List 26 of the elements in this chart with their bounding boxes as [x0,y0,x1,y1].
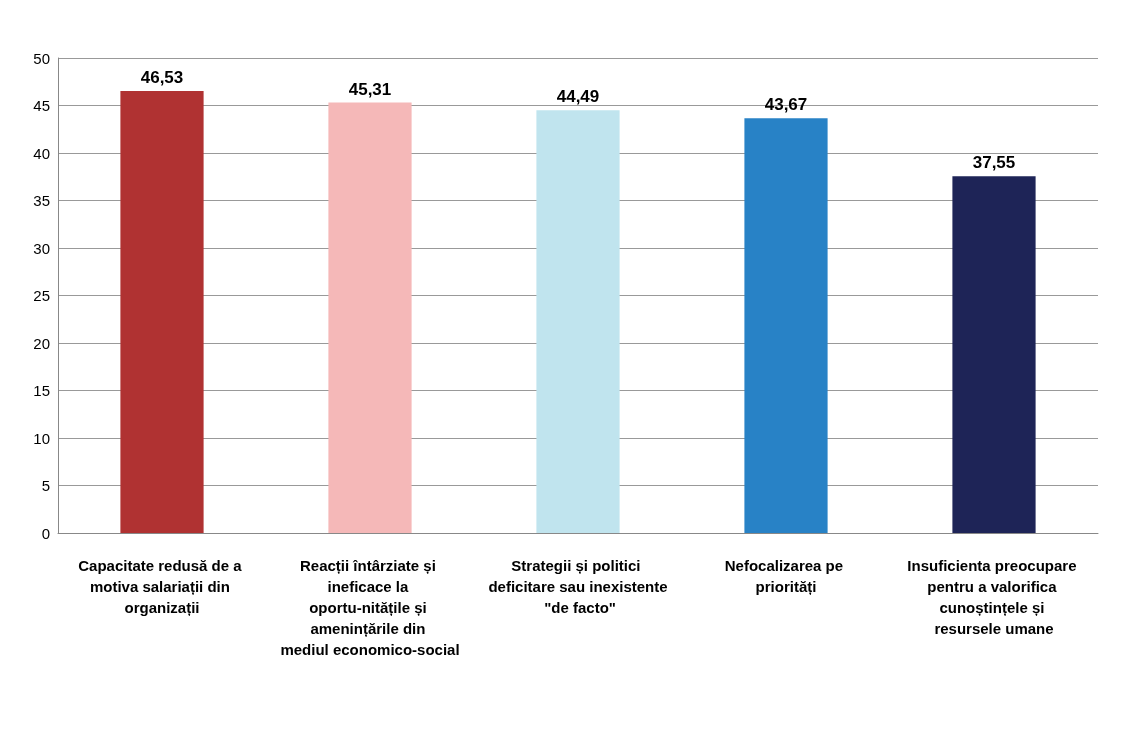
data-label: 46,53 [140,67,184,87]
bar [952,176,1036,533]
data-label: 44,49 [556,87,600,107]
y-tick-label: 30 [33,239,50,257]
y-tick-label: 20 [33,334,50,352]
data-label: 37,55 [972,153,1016,173]
y-tick-label: 40 [33,144,50,162]
data-label: 43,67 [764,95,808,115]
x-tick-label: Nefocalizarea pe priorități [724,557,848,595]
bar [328,102,412,533]
y-tick-label: 45 [33,97,50,114]
y-tick-label: 0 [41,524,50,542]
data-label: 45,31 [348,79,392,99]
y-tick-label: 15 [33,382,50,399]
y-tick-label: 50 [33,49,50,67]
y-tick-label: 5 [41,477,50,494]
bar [744,118,828,533]
y-tick-label: 25 [33,287,50,304]
bar [120,90,204,533]
x-tick-label: Strategii și politici deficitare sau inexistente "de facto" [488,557,668,616]
y-tick-label: 35 [33,192,50,209]
x-tick-label: Reacții întârziate și ineficace la oportu-nitățile și amenințările din mediul economico-social [280,557,460,658]
x-tick-label: Capacitate redusă de a motiva salariații din organizații [78,557,246,616]
bar [536,110,620,533]
y-tick-label: 10 [33,429,50,447]
x-tick-label: Insuficienta preocupare pentru a valorifica cunoștințele și resursele umane [907,557,1081,637]
